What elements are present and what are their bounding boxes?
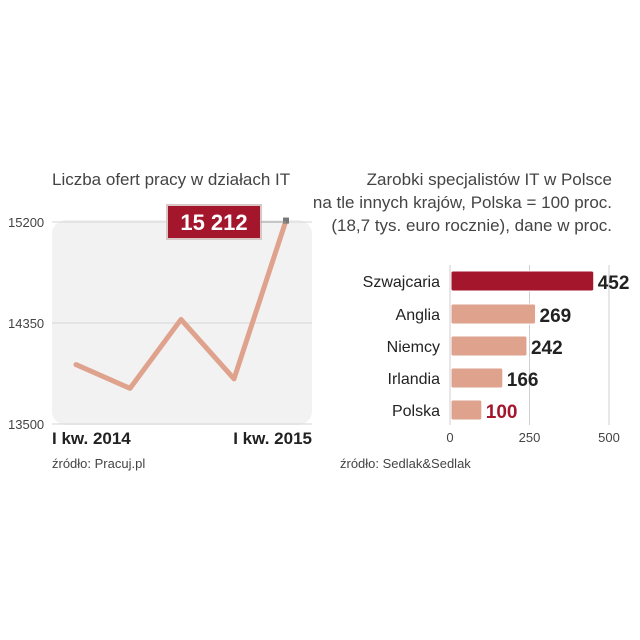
line-point <box>74 363 78 367</box>
line-x-label-end: I kw. 2015 <box>233 429 312 448</box>
callout-value: 15 212 <box>180 210 247 235</box>
bar <box>450 399 483 421</box>
bar <box>450 270 595 292</box>
line-point <box>128 386 132 390</box>
line-point <box>232 377 236 381</box>
bar-category-label: Anglia <box>396 307 441 324</box>
bar-x-tick-label: 500 <box>598 430 620 445</box>
bar-chart-title-line-3: (18,7 tys. euro rocznie), dane w proc. <box>331 216 612 235</box>
line-source: źródło: Pracuj.pl <box>52 456 145 471</box>
bar-value-label: 166 <box>507 370 539 391</box>
bar <box>450 303 537 325</box>
line-x-label-start: I kw. 2014 <box>52 429 131 448</box>
bar-chart-title-line-1: Zarobki specjalistów IT w Polsce <box>367 170 612 189</box>
line-y-tick-label: 15200 <box>8 215 44 230</box>
bar-value-label: 269 <box>540 306 572 327</box>
bar-x-tick-label: 0 <box>446 430 453 445</box>
bar-category-label: Irlandia <box>388 371 441 388</box>
bar-category-label: Niemcy <box>387 339 440 356</box>
callout: 15 212 <box>166 204 286 240</box>
line-point-marker <box>283 217 289 224</box>
line-y-axis: 13500 14350 15200 <box>8 215 44 432</box>
line-point <box>179 317 183 321</box>
bar-value-label: 242 <box>531 338 563 359</box>
bar-chart-title-line-2: na tle innych krajów, Polska = 100 proc. <box>313 193 612 212</box>
line-series <box>73 217 289 391</box>
bar-value-label: 452 <box>598 273 630 294</box>
line-chart-title: Liczba ofert pracy w działach IT <box>52 170 290 189</box>
bar-source: źródło: Sedlak&Sedlak <box>340 456 471 471</box>
bar-x-tick-label: 250 <box>519 430 541 445</box>
bar-category-label: Polska <box>392 403 440 420</box>
bar-category-label: Szwajcaria <box>363 274 440 291</box>
bar-gridlines <box>449 265 610 425</box>
bar-value-label: 100 <box>486 402 518 423</box>
line-y-tick-label: 14350 <box>8 316 44 331</box>
line-y-tick-label: 13500 <box>8 417 44 432</box>
callout-box <box>166 204 262 240</box>
bar <box>450 367 504 389</box>
bar <box>450 335 528 357</box>
bar-series: Szwajcaria 452 Anglia 269 Niemcy 242 Irlandia 1… <box>363 270 630 423</box>
bar-x-axis: 0 250 500 <box>446 430 619 445</box>
